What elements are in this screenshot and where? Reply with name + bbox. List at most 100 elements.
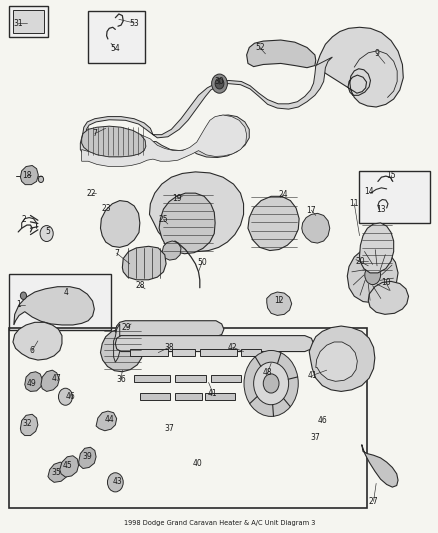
Text: 10: 10 (380, 278, 390, 287)
Text: 40: 40 (192, 459, 202, 467)
Polygon shape (367, 281, 408, 314)
Polygon shape (301, 213, 329, 243)
Text: 27: 27 (368, 497, 378, 506)
Circle shape (244, 351, 297, 416)
Polygon shape (346, 247, 397, 303)
Text: 31: 31 (13, 19, 23, 28)
Circle shape (38, 176, 43, 182)
Polygon shape (361, 445, 397, 487)
Polygon shape (205, 393, 234, 400)
Polygon shape (174, 375, 206, 382)
Text: 25: 25 (158, 215, 168, 224)
Text: 41: 41 (208, 389, 217, 398)
Text: 2: 2 (21, 215, 26, 224)
Circle shape (364, 265, 380, 285)
Polygon shape (359, 223, 393, 273)
Circle shape (253, 362, 288, 405)
Polygon shape (210, 375, 240, 382)
Circle shape (107, 473, 123, 492)
Text: 18: 18 (22, 171, 32, 180)
Text: 29: 29 (122, 323, 131, 332)
Polygon shape (115, 336, 313, 352)
Polygon shape (13, 10, 43, 33)
Polygon shape (20, 165, 38, 184)
Circle shape (20, 292, 26, 300)
Text: 38: 38 (164, 343, 173, 352)
Text: 44: 44 (104, 415, 114, 424)
Text: 22: 22 (87, 189, 96, 198)
Text: 45: 45 (62, 462, 72, 470)
Circle shape (58, 388, 72, 405)
Polygon shape (81, 126, 146, 157)
Text: 43: 43 (113, 477, 123, 486)
Text: 15: 15 (385, 171, 395, 180)
Text: 7: 7 (92, 129, 97, 138)
Polygon shape (149, 172, 243, 252)
Text: 32: 32 (22, 419, 32, 429)
Text: 41: 41 (307, 371, 316, 380)
Polygon shape (172, 349, 195, 356)
Text: 12: 12 (273, 296, 283, 305)
Text: 46: 46 (317, 416, 326, 425)
Text: 11: 11 (349, 199, 358, 208)
Polygon shape (240, 349, 261, 356)
Text: 47: 47 (52, 374, 61, 383)
Text: 37: 37 (310, 433, 320, 442)
Text: 23: 23 (102, 204, 111, 213)
Text: 5: 5 (46, 228, 50, 237)
Text: 48: 48 (262, 368, 272, 377)
Circle shape (215, 78, 223, 89)
Polygon shape (96, 411, 117, 431)
Polygon shape (100, 329, 143, 372)
Polygon shape (266, 292, 291, 316)
Text: 35: 35 (52, 469, 61, 477)
Text: 28: 28 (135, 280, 144, 289)
Circle shape (263, 374, 279, 393)
Text: 52: 52 (254, 43, 264, 52)
Text: 36: 36 (116, 375, 126, 384)
Polygon shape (60, 456, 78, 477)
Polygon shape (9, 6, 48, 37)
Bar (9, 328, 367, 508)
Polygon shape (247, 196, 298, 251)
Text: 46: 46 (66, 392, 75, 401)
Polygon shape (14, 287, 94, 325)
Text: 42: 42 (227, 343, 237, 352)
Polygon shape (159, 193, 215, 254)
Text: 24: 24 (278, 190, 287, 199)
Polygon shape (122, 246, 166, 280)
Polygon shape (80, 57, 332, 161)
Polygon shape (199, 349, 237, 356)
Text: 17: 17 (306, 206, 315, 215)
Polygon shape (246, 40, 315, 68)
Text: 20: 20 (355, 257, 364, 265)
Bar (88, 11, 145, 63)
Polygon shape (113, 324, 120, 362)
Circle shape (211, 74, 227, 93)
Text: 30: 30 (214, 77, 224, 86)
Text: 1998 Dodge Grand Caravan Heater & A/C Unit Diagram 3: 1998 Dodge Grand Caravan Heater & A/C Un… (124, 520, 314, 526)
Polygon shape (41, 370, 59, 391)
Bar (9, 274, 111, 330)
Polygon shape (13, 322, 62, 360)
Text: 54: 54 (110, 44, 120, 53)
Polygon shape (140, 393, 170, 400)
Polygon shape (174, 393, 201, 400)
Polygon shape (134, 375, 170, 382)
Text: 19: 19 (171, 194, 181, 203)
Circle shape (40, 225, 53, 241)
Polygon shape (25, 372, 42, 391)
Text: 53: 53 (129, 19, 139, 28)
Bar (358, 171, 428, 223)
Text: 4: 4 (64, 287, 69, 296)
Text: 37: 37 (164, 424, 173, 433)
Polygon shape (130, 349, 167, 356)
Text: 49: 49 (26, 379, 36, 388)
Polygon shape (161, 241, 180, 260)
Polygon shape (20, 414, 38, 435)
Polygon shape (48, 462, 68, 482)
Polygon shape (315, 27, 403, 107)
Text: 9: 9 (374, 50, 378, 58)
Text: 14: 14 (364, 187, 373, 196)
Polygon shape (115, 321, 223, 337)
